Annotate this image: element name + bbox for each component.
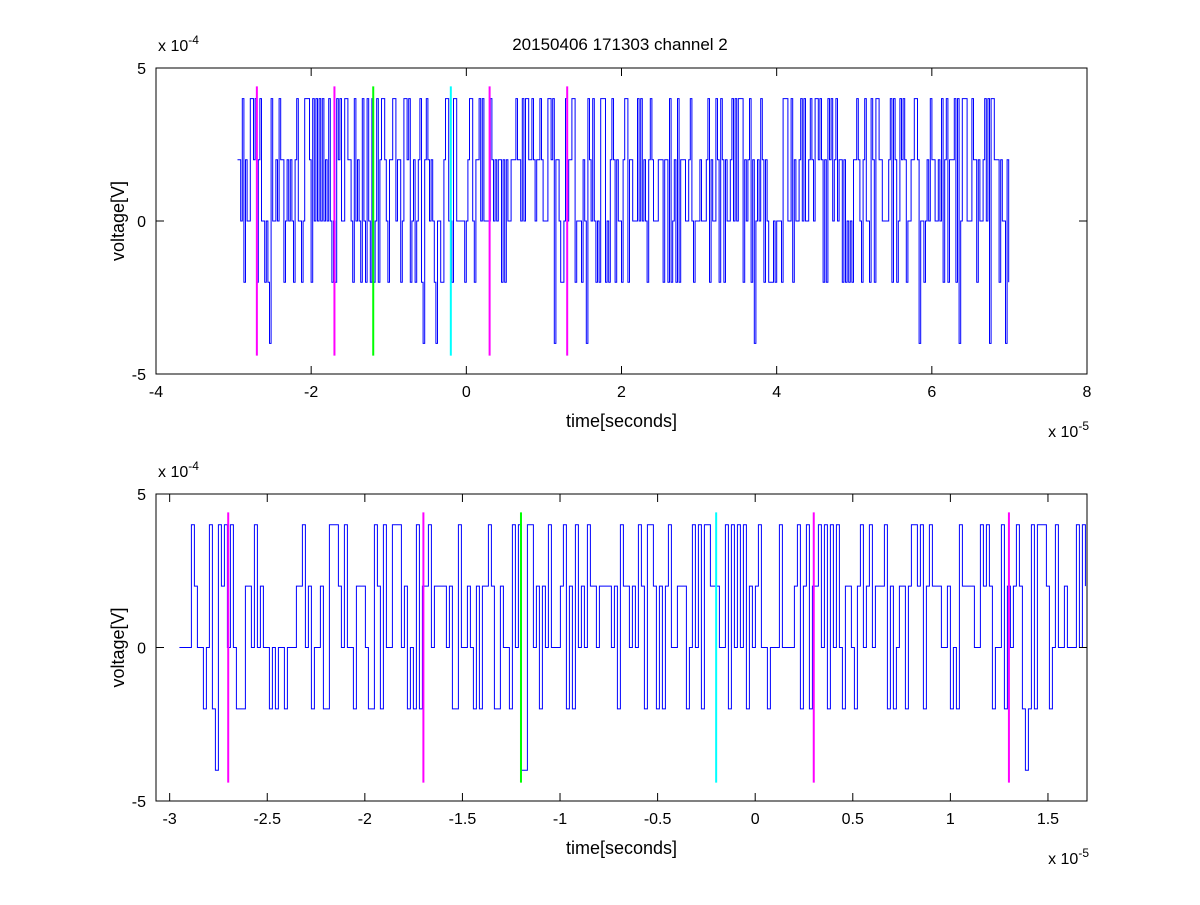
x-tick-label: 0 bbox=[462, 384, 471, 401]
x-tick-label: -2 bbox=[304, 384, 318, 401]
x-tick-label: -2.5 bbox=[253, 811, 281, 828]
x-multiplier: x 10-5 bbox=[1048, 419, 1089, 441]
x-tick-label: 6 bbox=[927, 384, 936, 401]
signal-trace bbox=[179, 524, 1086, 771]
top-chart-panel: -4 -2 0 2 4 6 8 -5 0 5 x 10-4 x 10-5 time[seconds] vo… bbox=[108, 33, 1092, 441]
y-multiplier: x 10-4 bbox=[158, 33, 199, 55]
y-tick-label: -5 bbox=[132, 794, 146, 811]
x-tick-label: -3 bbox=[163, 811, 177, 828]
x-tick-label: 8 bbox=[1083, 384, 1092, 401]
y-tick-label: 5 bbox=[137, 487, 146, 504]
x-tick-label: 2 bbox=[617, 384, 626, 401]
y-axis-label: voltage[V] bbox=[108, 181, 128, 261]
x-tick-label: -1.5 bbox=[449, 811, 477, 828]
x-axis-label: time[seconds] bbox=[566, 411, 677, 431]
x-tick-label: 1.5 bbox=[1037, 811, 1059, 828]
x-tick-label: -4 bbox=[149, 384, 163, 401]
x-tick-label: 0.5 bbox=[842, 811, 864, 828]
bottom-chart-panel: -3 -2.5 -2 -1.5 -1 -0.5 0 0.5 1 1.5 -5 0 5 x 10-4 x 10… bbox=[108, 459, 1089, 868]
signal-trace bbox=[237, 98, 1010, 344]
y-tick-label: -5 bbox=[132, 367, 146, 384]
x-axis-label: time[seconds] bbox=[566, 838, 677, 858]
y-tick-label: 5 bbox=[137, 61, 146, 78]
y-multiplier: x 10-4 bbox=[158, 459, 199, 481]
x-tick-label: -0.5 bbox=[644, 811, 672, 828]
figure-title: 20150406 171303 channel 2 bbox=[512, 35, 728, 54]
x-tick-label: -2 bbox=[358, 811, 372, 828]
y-tick-label: 0 bbox=[137, 214, 146, 231]
x-multiplier: x 10-5 bbox=[1048, 846, 1089, 868]
y-tick-label: 0 bbox=[137, 641, 146, 658]
x-tick-label: 4 bbox=[772, 384, 781, 401]
x-tick-label: -1 bbox=[553, 811, 567, 828]
y-axis-label: voltage[V] bbox=[108, 607, 128, 687]
x-tick-label: 1 bbox=[946, 811, 955, 828]
x-tick-label: 0 bbox=[751, 811, 760, 828]
